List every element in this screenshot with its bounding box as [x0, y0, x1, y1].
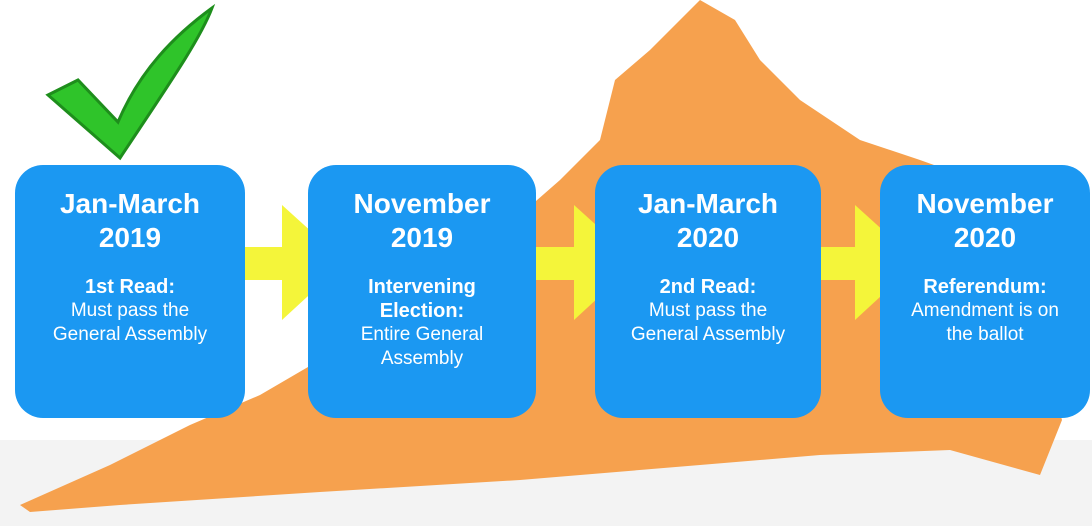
- step-description: Amendment is on the ballot: [911, 300, 1059, 345]
- step-heading: Referendum:: [923, 276, 1047, 298]
- step-heading: Intervening Election:: [368, 276, 476, 322]
- step-description: Entire General Assembly: [360, 324, 484, 369]
- step-date: 2020: [953, 222, 1017, 253]
- step-date: November: [353, 188, 491, 219]
- step-date: 2019: [390, 222, 454, 253]
- yellow-arrow: [805, 205, 918, 320]
- step-date: November: [916, 188, 1054, 219]
- step-box: November 2019 Intervening Election: Entire …: [308, 165, 536, 418]
- step-date: 2019: [98, 222, 162, 253]
- step-heading: 1st Read:: [84, 276, 176, 298]
- step-box: Jan-March 2019 1st Read: Must pass the Gene…: [15, 165, 245, 418]
- yellow-arrow: [520, 205, 637, 320]
- step-date: 2020: [676, 222, 740, 253]
- step-box: November 2020 Referendum: Amendment is on t…: [880, 165, 1090, 418]
- step-description: Must pass the General Assembly: [52, 300, 208, 345]
- yellow-arrow: [228, 205, 345, 320]
- step-heading: 2nd Read:: [659, 276, 757, 298]
- step-date: Jan-March: [59, 188, 201, 219]
- step-date: Jan-March: [637, 188, 779, 219]
- step-description: Must pass the General Assembly: [630, 300, 786, 345]
- step-box: Jan-March 2020 2nd Read: Must pass the Gene…: [595, 165, 821, 418]
- checkmark: [45, 3, 216, 161]
